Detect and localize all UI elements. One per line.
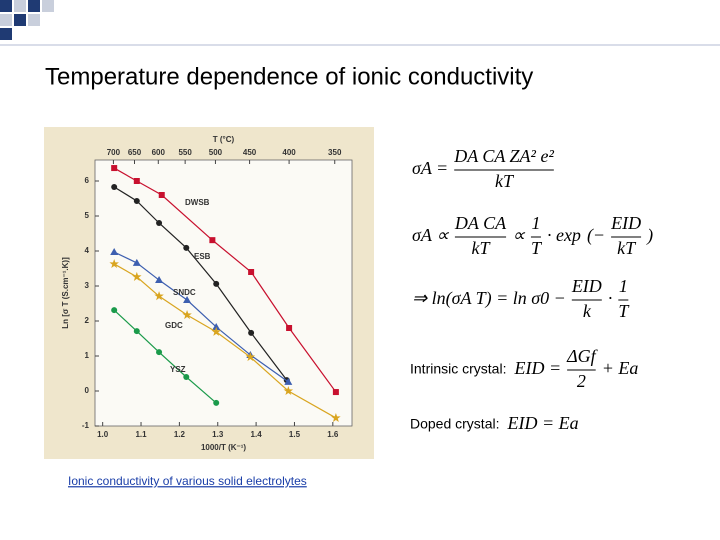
series-label: YSZ — [170, 365, 186, 374]
point — [211, 326, 221, 336]
equation-numerator: 1 — [531, 213, 540, 233]
y-tick-label: 0 — [85, 386, 90, 395]
point — [182, 310, 192, 320]
point — [286, 325, 293, 331]
point — [158, 192, 165, 198]
point — [213, 399, 220, 406]
equation-denominator: kT — [471, 238, 491, 258]
equation-text: ⇒ ln(σA T) = ln σ0 − — [412, 288, 566, 309]
x2-tick-label: 600 — [152, 148, 166, 157]
point — [156, 349, 163, 356]
point — [133, 197, 140, 204]
x2-tick-label: 700 — [107, 148, 121, 157]
equation-text: σA = — [412, 158, 448, 178]
point — [213, 280, 220, 287]
point — [132, 271, 142, 281]
x-tick-label: 1.0 — [97, 430, 109, 439]
equation-text: + Ea — [602, 358, 639, 378]
slide-title: Temperature dependence of ionic conducti… — [45, 63, 533, 90]
series-line — [113, 263, 337, 419]
point — [209, 237, 216, 244]
point — [156, 220, 163, 226]
y-tick-label: 6 — [85, 176, 90, 185]
point — [245, 352, 256, 362]
point — [248, 329, 255, 336]
x-tick-label: 1.2 — [174, 430, 186, 439]
x2-tick-label: 400 — [282, 148, 296, 157]
equation-text: (− — [587, 225, 605, 246]
x2-axis-title: T (°C) — [213, 135, 235, 144]
y-tick-label: -1 — [82, 421, 90, 430]
equation-denominator: k — [583, 301, 592, 321]
series-label: ESB — [194, 252, 211, 261]
point — [132, 258, 141, 266]
point — [111, 307, 118, 314]
point — [110, 248, 119, 256]
y-tick-label: 2 — [85, 316, 90, 325]
x-tick-label: 1.3 — [212, 430, 224, 439]
x2-tick-label: 450 — [243, 148, 257, 157]
x2-tick-label: 550 — [178, 148, 192, 157]
y-tick-label: 5 — [85, 211, 90, 220]
condition-label: Intrinsic crystal: — [410, 361, 506, 377]
point — [212, 322, 221, 330]
y-tick-label: 3 — [85, 281, 90, 290]
point — [155, 276, 164, 284]
point — [111, 165, 118, 172]
equation-denominator: kT — [495, 171, 515, 191]
x2-tick-label: 500 — [209, 148, 223, 157]
point — [183, 244, 190, 251]
point — [133, 328, 140, 335]
x-tick-label: 1.1 — [135, 430, 147, 439]
caption-link[interactable]: Ionic conductivity of various solid elec… — [68, 474, 307, 488]
equation-denominator: T — [618, 301, 630, 321]
x-tick-label: 1.4 — [251, 430, 263, 439]
point — [111, 183, 118, 190]
y-tick-label: 1 — [85, 351, 90, 360]
point — [109, 258, 119, 268]
point — [183, 374, 190, 380]
point — [248, 269, 255, 275]
equation-text: EID = Ea — [506, 413, 578, 433]
point — [154, 291, 164, 301]
equation-numerator: ΔGf — [566, 346, 599, 366]
y-axis-title: Ln [σ T (S.cm⁻¹.K)] — [61, 257, 70, 329]
x2-tick-label: 650 — [128, 148, 142, 157]
point — [332, 389, 339, 396]
point — [183, 296, 192, 303]
equation-numerator: EID — [610, 213, 641, 233]
y-tick-label: 4 — [85, 246, 90, 255]
equation-denominator: T — [531, 238, 543, 258]
series-label: GDC — [165, 321, 183, 330]
equation-text: σA ∝ — [412, 225, 450, 245]
series-label: SNDC — [173, 288, 196, 297]
plot-area — [94, 159, 353, 427]
equation-numerator: DA CA — [454, 213, 507, 233]
equation-denominator: kT — [617, 238, 637, 258]
x-axis-title: 1000/T (K⁻¹) — [201, 443, 246, 452]
equation-text: ∝ — [512, 225, 526, 245]
condition-label: Doped crystal: — [410, 416, 499, 432]
equation-text: · exp — [547, 225, 581, 245]
equation-denominator: 2 — [577, 371, 586, 391]
equation-numerator: EID — [571, 276, 602, 296]
equation-numerator: DA CA ZA² e² — [453, 146, 554, 166]
equation-text: · — [608, 288, 613, 308]
series-label: DWSB — [185, 198, 210, 207]
x-tick-label: 1.6 — [327, 430, 339, 439]
equation-text: EID = — [513, 358, 561, 378]
equation-text: ) — [646, 225, 653, 246]
point — [283, 386, 294, 396]
x-tick-label: 1.5 — [289, 430, 301, 439]
point — [331, 412, 341, 422]
decoration — [0, 0, 720, 46]
equation-numerator: 1 — [619, 276, 628, 296]
point — [133, 178, 140, 184]
x2-tick-label: 350 — [328, 148, 342, 157]
point — [284, 377, 293, 385]
